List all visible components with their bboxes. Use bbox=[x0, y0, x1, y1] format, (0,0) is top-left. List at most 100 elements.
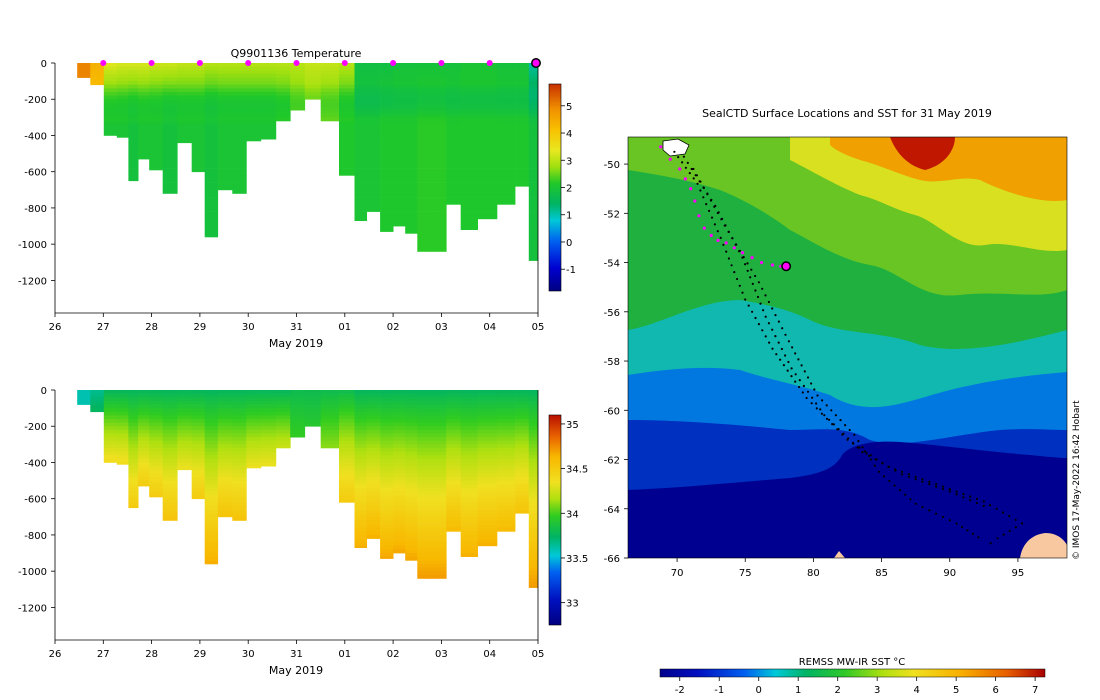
salinity-cell bbox=[393, 440, 406, 445]
salinity-cell bbox=[393, 390, 406, 394]
salinity-cell bbox=[528, 509, 538, 514]
salinity-cell bbox=[417, 480, 432, 485]
salinity-cell bbox=[138, 444, 150, 449]
temperature-cell bbox=[431, 139, 447, 144]
salinity-cell bbox=[431, 567, 447, 572]
salinity-cell bbox=[460, 451, 478, 456]
salinity-cell bbox=[446, 487, 462, 492]
colorbar-tick-label: 3 bbox=[566, 156, 572, 167]
salinity-cell bbox=[304, 390, 321, 394]
temperature-cell bbox=[290, 81, 306, 86]
salinity-cell bbox=[162, 451, 178, 456]
temperature-cell bbox=[515, 153, 530, 158]
temperature-cell bbox=[138, 146, 150, 151]
salinity-cell bbox=[417, 411, 432, 416]
salinity-cell bbox=[405, 473, 418, 478]
salinity-cell bbox=[528, 411, 538, 416]
temperature-cell bbox=[431, 218, 447, 223]
sst-tick-label: 0 bbox=[756, 685, 762, 696]
salinity-cell bbox=[232, 437, 247, 442]
salinity-cell bbox=[515, 397, 530, 402]
track-dot bbox=[730, 264, 733, 267]
temperature-cell bbox=[528, 160, 538, 165]
temperature-cell bbox=[246, 128, 262, 133]
salinity-cell bbox=[431, 516, 447, 521]
salinity-cell bbox=[393, 393, 406, 398]
track-dot bbox=[777, 341, 780, 344]
temperature-cell bbox=[477, 95, 498, 100]
temperature-cell bbox=[246, 131, 262, 136]
temperature-cell bbox=[417, 204, 432, 209]
salinity-cell bbox=[204, 458, 219, 463]
salinity-cell bbox=[354, 538, 367, 543]
temperature-cell bbox=[366, 204, 381, 209]
temperature-cell bbox=[162, 81, 178, 86]
salinity-cell bbox=[496, 469, 516, 474]
salinity-cell bbox=[380, 458, 394, 463]
x-tick-label: 05 bbox=[532, 322, 545, 333]
map-x-axis: 70 75 80 85 90 95 bbox=[671, 558, 1024, 579]
temperature-cell bbox=[460, 207, 478, 212]
salinity-cell bbox=[393, 404, 406, 409]
salinity-cell bbox=[393, 505, 406, 510]
salinity-cell bbox=[191, 455, 206, 460]
track-dot bbox=[750, 268, 753, 271]
salinity-cell bbox=[246, 451, 262, 456]
track-dot bbox=[775, 353, 778, 356]
salinity-cell bbox=[138, 484, 150, 487]
salinity-cell bbox=[477, 534, 498, 539]
salinity-cell bbox=[496, 487, 516, 492]
salinity-cell bbox=[204, 484, 219, 489]
salinity-cell bbox=[417, 422, 432, 427]
temperature-cell bbox=[320, 84, 340, 89]
colorbar-tick-label: 33 bbox=[566, 599, 579, 610]
salinity-cell bbox=[290, 426, 306, 431]
temperature-cell bbox=[460, 92, 478, 96]
temperature-cell bbox=[431, 189, 447, 194]
temperature-cell bbox=[417, 218, 432, 223]
temperature-cell bbox=[339, 121, 355, 125]
temperature-cell bbox=[217, 171, 233, 176]
salinity-cell bbox=[103, 440, 118, 445]
salinity-cell bbox=[496, 393, 516, 398]
salinity-cell bbox=[149, 433, 164, 438]
temperature-cell bbox=[149, 84, 164, 89]
salinity-cell bbox=[191, 466, 206, 471]
temperature-cell bbox=[177, 84, 193, 89]
temperature-cell bbox=[320, 92, 340, 96]
temperature-cell bbox=[232, 88, 247, 93]
salinity-cell bbox=[128, 444, 139, 449]
salinity-cell bbox=[128, 462, 139, 467]
temperature-cell bbox=[446, 77, 462, 82]
salinity-cell bbox=[204, 419, 219, 423]
temperature-cell bbox=[446, 92, 462, 96]
salinity-cell bbox=[405, 415, 418, 420]
track-dot bbox=[904, 493, 907, 496]
salinity-cell bbox=[417, 469, 432, 474]
salinity-cell bbox=[431, 542, 447, 547]
salinity-cell bbox=[446, 397, 462, 402]
salinity-cell bbox=[496, 440, 516, 445]
temperature-cell bbox=[191, 106, 206, 111]
track-dot bbox=[883, 475, 886, 478]
salinity-cell bbox=[405, 469, 418, 474]
temperature-cell bbox=[354, 171, 367, 176]
temperature-cell bbox=[417, 110, 432, 115]
sst-warmer-zone bbox=[830, 137, 1067, 201]
temperature-y-axis: 0-200-400-600-800-1000-1200 bbox=[18, 59, 55, 287]
temperature-cell bbox=[405, 211, 418, 216]
track-dot bbox=[921, 506, 924, 509]
temperature-cell bbox=[116, 99, 129, 104]
temperature-cell bbox=[496, 189, 516, 194]
salinity-cell bbox=[103, 393, 118, 398]
temperature-cell bbox=[204, 63, 219, 67]
salinity-cell bbox=[405, 433, 418, 438]
salinity-cell bbox=[246, 455, 262, 460]
temperature-cell bbox=[90, 77, 105, 82]
temperature-cell bbox=[477, 84, 498, 89]
temperature-cell bbox=[405, 171, 418, 176]
temperature-cell bbox=[232, 66, 247, 71]
salinity-cell bbox=[405, 419, 418, 423]
temperature-cell bbox=[446, 117, 462, 122]
salinity-cell bbox=[116, 411, 129, 416]
